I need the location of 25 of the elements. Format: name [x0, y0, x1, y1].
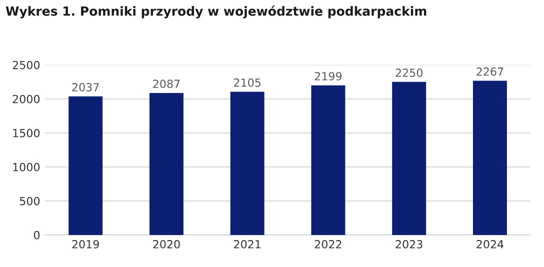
data-label: 2267: [476, 67, 504, 76]
bar: [230, 92, 264, 235]
chart-title: Wykres 1. Pomniki przyrody w województwie podkarpackim: [6, 6, 426, 18]
bar: [311, 85, 346, 235]
data-label: 2250: [396, 68, 422, 77]
y-tick-label: 1000: [13, 162, 40, 172]
bar: [472, 80, 507, 235]
x-tick-label: 2023: [396, 240, 422, 248]
data-label: 2087: [153, 80, 180, 88]
y-tick-label: 500: [20, 196, 40, 206]
y-tick-label: 1500: [13, 128, 40, 138]
x-tick-label: 2020: [153, 240, 180, 248]
y-tick-label: 2500: [12, 60, 40, 70]
data-label: 2105: [234, 78, 261, 87]
data-label: 2037: [72, 83, 99, 92]
y-tick-label: 0: [34, 230, 40, 240]
bar: [149, 92, 184, 235]
x-tick-label: 2022: [314, 240, 342, 248]
bar: [392, 82, 426, 235]
x-tick-label: 2019: [72, 240, 99, 248]
data-label: 2199: [314, 72, 342, 80]
x-tick-label: 2021: [234, 240, 260, 248]
bar: [68, 96, 103, 235]
x-tick-label: 2024: [476, 240, 504, 248]
y-tick-label: 2000: [12, 94, 40, 104]
